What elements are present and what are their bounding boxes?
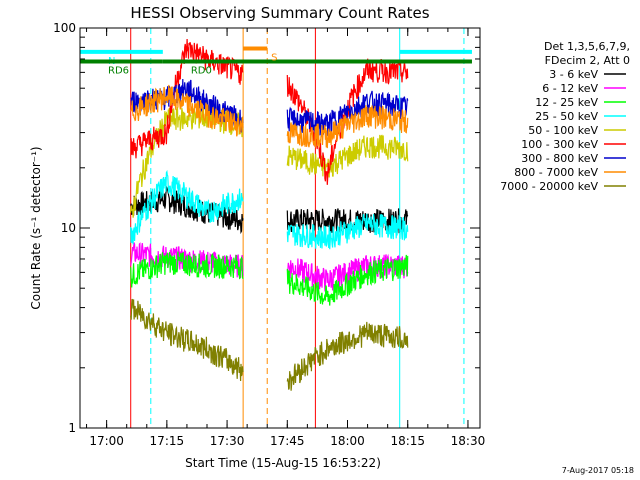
legend: Det 1,3,5,6,7,9, FDecim 2, Att 0 3 - 6 k… — [500, 40, 630, 193]
legend-header-1: Det 1,3,5,6,7,9, — [544, 40, 630, 53]
legend-label-6: 300 - 800 keV — [521, 152, 598, 165]
chart-title: HESSI Observing Summary Count Rates — [130, 4, 429, 22]
x-axis-label: Start Time (15-Aug-15 16:53:22) — [185, 456, 381, 470]
state-bars: NRD0RD6S — [80, 46, 472, 76]
time-markers — [130, 28, 465, 428]
x-tick-label-6: 18:30 — [451, 434, 486, 448]
legend-header-2: FDecim 2, Att 0 — [545, 54, 630, 67]
y-axis-label: Count Rate (s⁻¹ detector⁻¹) — [29, 146, 43, 309]
x-tick-label-2: 17:30 — [210, 434, 245, 448]
state-bar-label-2: RD6 — [108, 65, 129, 76]
x-tick-label-3: 17:45 — [270, 434, 305, 448]
legend-label-8: 7000 - 20000 keV — [500, 180, 598, 193]
series-line-2 — [130, 251, 409, 306]
legend-label-5: 100 - 300 keV — [521, 138, 598, 151]
x-tick-label-1: 17:15 — [150, 434, 185, 448]
x-tick-label-5: 18:15 — [390, 434, 425, 448]
series-line-7 — [130, 84, 409, 149]
legend-label-7: 800 - 7000 keV — [514, 166, 598, 179]
y-axis: 1 10 100 — [53, 21, 480, 435]
legend-label-0: 3 - 6 keV — [549, 68, 598, 81]
x-axis: 17:00 17:15 17:30 17:45 18:00 18:15 18:30 — [86, 28, 486, 448]
y-tick-label-0: 1 — [68, 421, 76, 435]
y-tick-label-2: 100 — [53, 21, 76, 35]
state-bar-label-1: RD0 — [191, 65, 212, 76]
legend-label-4: 50 - 100 keV — [528, 124, 598, 137]
timestamp: 7-Aug-2017 05:18 — [562, 466, 634, 475]
series-line-8 — [130, 298, 409, 391]
legend-label-1: 6 - 12 keV — [542, 82, 598, 95]
legend-label-2: 12 - 25 keV — [535, 96, 598, 109]
legend-label-3: 25 - 50 keV — [535, 110, 598, 123]
series-layer — [130, 38, 409, 391]
state-bar-label-3: S — [271, 52, 277, 63]
x-tick-label-4: 18:00 — [330, 434, 365, 448]
x-tick-label-0: 17:00 — [89, 434, 124, 448]
series-line-3 — [130, 169, 409, 250]
y-tick-label-1: 10 — [61, 221, 76, 235]
